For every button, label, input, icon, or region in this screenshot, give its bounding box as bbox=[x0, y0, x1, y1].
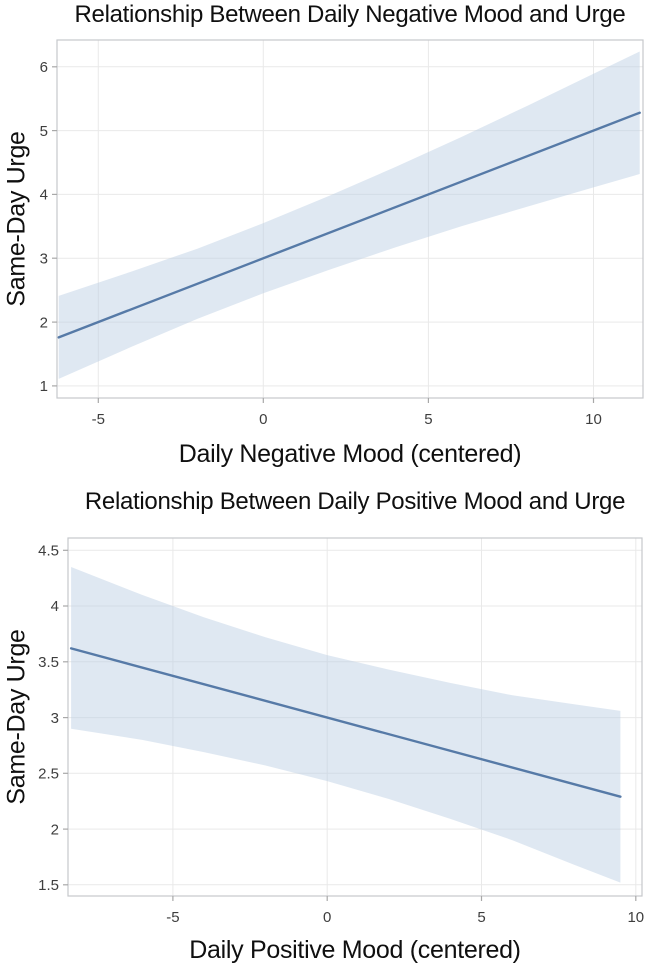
y-tick-label: 3 bbox=[51, 710, 59, 727]
y-tick-label: 1 bbox=[40, 378, 48, 395]
negative-mood-chart: 1 2 3 4 5 6 -5 0 5 10 Relationship Between Daily … bbox=[0, 0, 646, 470]
x-tick-label: 0 bbox=[323, 909, 331, 926]
x-tick-label: -5 bbox=[92, 411, 105, 428]
positive-mood-chart: 1.5 2 2.5 3 3.5 4 4.5 -5 0 5 10 Relationship Betwe… bbox=[0, 470, 646, 972]
chart-title: Relationship Between Daily Positive Mood… bbox=[84, 488, 626, 515]
x-tick-label: -5 bbox=[166, 909, 179, 926]
y-tick-label: 3 bbox=[40, 250, 48, 267]
y-tick-label: 2 bbox=[40, 314, 48, 331]
x-tick-label: 5 bbox=[424, 411, 432, 428]
y-tick-label: 2.5 bbox=[38, 766, 59, 783]
confidence-band bbox=[58, 51, 640, 379]
positive-mood-plot-svg: 1.5 2 2.5 3 3.5 4 4.5 -5 0 5 10 bbox=[38, 537, 644, 926]
y-tick-label: 5 bbox=[40, 123, 48, 140]
regression-line bbox=[69, 647, 622, 798]
negative-mood-plot-svg: 1 2 3 4 5 6 -5 0 5 10 bbox=[40, 39, 644, 428]
y-tick-label: 4.5 bbox=[38, 543, 59, 560]
y-tick-label: 4 bbox=[51, 598, 59, 615]
y-tick-label: 3.5 bbox=[38, 654, 59, 671]
y-axis-label: Same-Day Urge bbox=[2, 131, 31, 307]
x-tick-label: 10 bbox=[627, 909, 644, 926]
y-tick-label: 6 bbox=[40, 59, 48, 76]
plot-border bbox=[56, 39, 644, 399]
y-tick-label: 4 bbox=[40, 187, 48, 204]
x-tick-label: 0 bbox=[259, 411, 267, 428]
x-axis-label: Daily Positive Mood (centered) bbox=[189, 936, 521, 964]
x-axis-label: Daily Negative Mood (centered) bbox=[178, 440, 522, 468]
y-axis-label: Same-Day Urge bbox=[2, 629, 31, 805]
regression-line bbox=[57, 111, 641, 339]
x-tick-label: 5 bbox=[477, 909, 485, 926]
y-tick-label: 1.5 bbox=[38, 877, 59, 894]
chart-title: Relationship Between Daily Negative Mood… bbox=[74, 1, 626, 28]
confidence-band bbox=[71, 567, 621, 883]
x-tick-label: 10 bbox=[585, 411, 602, 428]
y-tick-label: 2 bbox=[51, 821, 59, 838]
